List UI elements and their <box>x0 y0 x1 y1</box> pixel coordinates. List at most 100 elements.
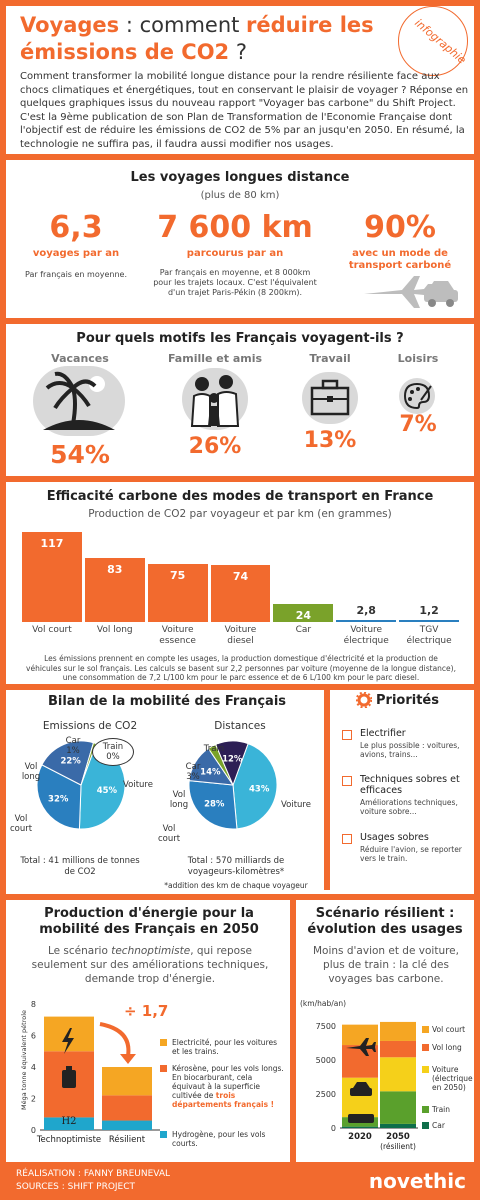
pie1-train-label: Train 0% <box>102 742 124 762</box>
energy-chart: Méga tonne équivalent pétrole 0 2 4 6 8 Techno… <box>20 1000 290 1160</box>
pie1-vol-long-label: Vol long <box>21 762 41 782</box>
scenario-legend-3: Vol long <box>432 1043 462 1052</box>
bar-0 <box>22 532 82 622</box>
bar-value-0: 117 <box>40 537 64 550</box>
bar-3 <box>210 565 271 622</box>
pie-distances-title: Distances <box>214 720 266 732</box>
plane-car-icons <box>364 276 458 308</box>
stat-trips-label: voyages par an <box>32 248 120 259</box>
pie-slice-label-1: 28% <box>204 800 225 810</box>
divider <box>6 476 474 482</box>
long-trips-title: Les voyages longues distance <box>130 170 350 185</box>
lightning-icon <box>62 1028 74 1054</box>
pie-distances: 43% 28% 14%12% <box>188 740 278 830</box>
footer-sources: SOURCES : SHIFT PROJECT <box>16 1182 136 1192</box>
bar-1 <box>84 558 145 622</box>
pie2-vol-court-label: Vol court <box>157 824 181 844</box>
bar-category-0: Vol court <box>32 625 72 635</box>
efficiency-categories: Vol court Vol long Voiture essence Voiture … <box>22 625 462 651</box>
stat-km-note: Par français en moyenne, et 8 000km pour… <box>153 268 317 297</box>
stat-carbon-label: avec un mode de transport carboné <box>348 248 452 271</box>
energy-category-0: Technoptimiste <box>36 1135 101 1145</box>
energy-ylabel: Méga tonne équivalent pétrole <box>20 1010 28 1110</box>
scenario-ytick: 0 <box>331 1124 336 1133</box>
motive-famille-label: Famille et amis <box>167 352 263 365</box>
efficiency-bar-chart: 117 83 75 74 24 2,8 1,2 <box>22 530 462 622</box>
family-icon <box>182 368 248 430</box>
scenario-legend-2: Voiture (électrique en 2050) <box>432 1065 473 1092</box>
pie-emissions-title: Emissions de CO2 <box>42 720 138 732</box>
scenario-chart: (km/hab/an) 0 2500 5000 7500 2020 2050 (résilie… <box>300 996 476 1160</box>
briefcase-icon <box>302 372 358 424</box>
bar-2 <box>147 564 208 622</box>
scenario-ytick: 5000 <box>316 1056 336 1065</box>
energy-title: Production d'énergie pour la mobilité de… <box>39 906 259 937</box>
pie2-car-label: Car 3% <box>185 762 201 782</box>
legend-electricite-swatch <box>160 1039 167 1046</box>
pie2-voiture-label: Voiture <box>281 800 311 810</box>
bar-value-5: 2,8 <box>356 603 376 617</box>
legend-electricite: Electricité, pour les voitures et les tr… <box>172 1038 278 1056</box>
energy-text: Le scénario technoptimiste, qui repose s… <box>31 945 269 985</box>
intro-text: Comment transformer la mobilité longue d… <box>20 71 469 150</box>
bar-category-2: Voiture essence <box>159 625 196 646</box>
scenario-bar-1-1 <box>380 1091 416 1124</box>
car-icon <box>424 281 458 307</box>
motive-vacances-label: Vacances <box>51 352 109 365</box>
palm-tree-icon <box>33 366 125 436</box>
divider <box>6 684 474 690</box>
reduction-annotation: ÷ 1,7 <box>124 1002 168 1020</box>
energy-bar-1-0 <box>102 1120 152 1130</box>
page-title: Voyages : comment réduire les émissions … <box>20 13 374 64</box>
pie-distances-footnote: *addition des km de chaque voyageur <box>164 881 308 890</box>
motive-loisirs-pct: 7% <box>399 412 437 437</box>
pie1-vol-court-label: Vol court <box>9 814 33 834</box>
pie1-voiture-label: Voiture <box>123 780 153 790</box>
long-trips-subtitle: (plus de 80 km) <box>200 190 280 201</box>
scenario-legend-swatch-2 <box>422 1066 429 1073</box>
energy-bar-1-2 <box>102 1067 152 1096</box>
pie-slice-4 <box>215 740 249 787</box>
gear-icon <box>355 691 373 709</box>
bar-value-2: 75 <box>169 569 186 583</box>
bar-value-1: 83 <box>107 563 123 577</box>
divider <box>6 894 474 900</box>
scenario-legend-swatch-4 <box>422 1026 429 1033</box>
stat-trips-note: Par français en moyenne. <box>25 270 127 279</box>
legend-kerosene-swatch <box>160 1065 167 1072</box>
pie-slice-label-4: 12% <box>222 755 243 765</box>
bar-5 <box>336 619 397 622</box>
stat-trips-value: 6,3 <box>49 210 103 245</box>
plane-icon <box>346 1038 376 1056</box>
palette-icon <box>399 378 435 414</box>
priorities-title: Priorités <box>376 693 439 708</box>
pie-slice-label-1: 32% <box>48 794 69 804</box>
scenario-bar-1-2 <box>380 1057 416 1092</box>
scenario-bar-0-3 <box>342 1045 378 1078</box>
stat-km-value: 7 600 km <box>157 210 313 245</box>
scenario-title: Scénario résilient : évolution des usage… <box>307 906 463 937</box>
bar-category-6: TGV électrique <box>406 625 452 646</box>
motive-famille-pct: 26% <box>188 434 242 459</box>
legend-kerosene: Kérosène, pour les vols longs. En biocar… <box>172 1064 284 1109</box>
car-icon <box>350 1082 372 1096</box>
scenario-legend-4: Vol court <box>432 1025 466 1034</box>
energy-category-1: Résilient <box>109 1134 146 1145</box>
scenario-chart-svg: (km/hab/an) 0 2500 5000 7500 2020 2050(résilie… <box>300 999 429 1151</box>
header: Voyages : comment réduire les émissions … <box>10 6 470 154</box>
fuel-can-icon <box>62 1066 76 1088</box>
mobility-title: Bilan de la mobilité des Français <box>47 694 287 709</box>
stat-carbon-value: 90% <box>364 210 436 245</box>
footer: RÉALISATION : FANNY BREUNEVAL SOURCES : … <box>0 1162 480 1200</box>
train-bubble <box>92 738 134 766</box>
bar-value-4: 24 <box>295 608 311 622</box>
energy-ytick: 0 <box>31 1126 36 1135</box>
plane-icon <box>364 276 432 308</box>
pie2-train-label: Train <box>203 744 225 754</box>
scenario-legend-swatch-3 <box>422 1044 429 1051</box>
motive-loisirs-label: Loisirs <box>397 352 439 365</box>
bar-category-1: Vol long <box>96 625 133 635</box>
bar-value-6: 1,2 <box>419 604 439 617</box>
efficiency-footnote: Les émissions prennent en compte les usa… <box>26 654 456 682</box>
